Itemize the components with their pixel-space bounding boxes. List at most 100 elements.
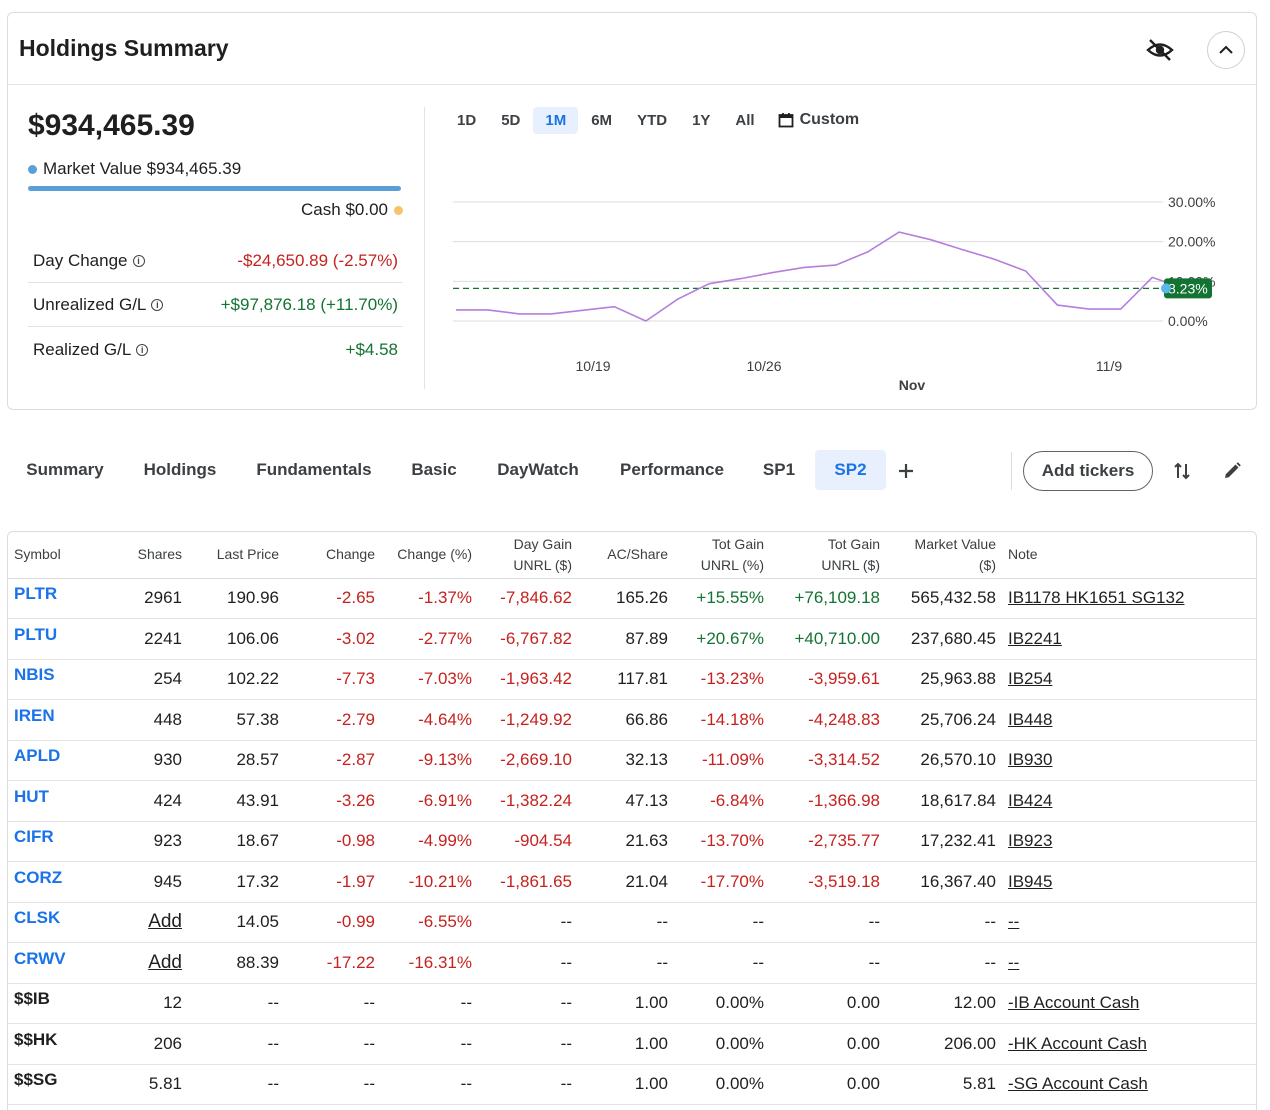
table-row[interactable]: HUT 424 43.91 -3.26 -6.91% -1,382.24 47.13 -6.8… (8, 780, 1256, 822)
column-header[interactable]: Day Gain UNRL ($) (478, 532, 578, 579)
info-icon[interactable]: i (151, 299, 164, 311)
symbol-cell[interactable]: CORZ (8, 861, 106, 903)
range-tab-all[interactable]: All (735, 111, 755, 129)
tab-holdings[interactable]: Holdings (143, 460, 217, 479)
note-cell: IB2241 (1002, 618, 1256, 660)
table-row[interactable]: PLTU 2241 106.06 -3.02 -2.77% -6,767.82 87.89 +… (8, 618, 1256, 660)
note-link[interactable]: -SG Account Cash (1008, 1074, 1148, 1094)
symbol-link[interactable]: $$SG (14, 1070, 58, 1090)
note-link[interactable]: -- (1008, 952, 1020, 972)
change-cell: -- (285, 1023, 381, 1065)
symbol-cell[interactable]: PLTU (8, 618, 106, 660)
column-header[interactable]: Shares (106, 532, 188, 579)
symbol-link[interactable]: CORZ (14, 867, 63, 887)
tab-sp1[interactable]: SP1 (762, 460, 796, 479)
table-row[interactable]: CLSK Add 14.05 -0.99 -6.55% -- -- -- -- -- -- (8, 902, 1256, 943)
symbol-cell[interactable]: CRWV (8, 942, 106, 984)
tab-fundamentals[interactable]: Fundamentals (256, 460, 372, 479)
note-link[interactable]: -IB Account Cash (1008, 993, 1140, 1013)
note-link[interactable]: -HK Account Cash (1008, 1033, 1147, 1053)
change-pct-cell: -- (381, 983, 478, 1024)
edit-button[interactable] (1217, 456, 1247, 486)
column-header[interactable]: Last Price (188, 532, 285, 579)
symbol-link[interactable]: PLTU (14, 624, 58, 644)
range-tab-1y[interactable]: 1Y (692, 111, 711, 129)
add-shares-link[interactable]: Add (148, 951, 182, 973)
table-row[interactable]: $$SG 5.81 -- -- -- -- 1.00 0.00% 0.00 5.81 -SG Acc… (8, 1064, 1256, 1105)
symbol-link[interactable]: CRWV (14, 948, 66, 968)
range-tab-1d[interactable]: 1D (457, 111, 477, 129)
tab-basic[interactable]: Basic (411, 460, 457, 479)
range-tab-5d[interactable]: 5D (501, 111, 521, 129)
symbol-cell[interactable]: PLTR (8, 578, 106, 619)
tab-sp2[interactable]: SP2 (815, 450, 886, 490)
y-tick-label: 20.00% (1168, 234, 1215, 250)
range-tab-6m[interactable]: 6M (591, 111, 613, 129)
column-header[interactable]: Tot Gain UNRL ($) (770, 532, 886, 579)
table-row[interactable]: NBIS 254 102.22 -7.73 -7.03% -1,963.42 117.81-… (8, 659, 1256, 700)
add-tickers-button[interactable]: Add tickers (1023, 451, 1153, 491)
note-link[interactable]: IB923 (1008, 831, 1053, 851)
symbol-link[interactable]: PLTR (14, 584, 58, 604)
tot-usd-cell: 0.00 (770, 1023, 886, 1065)
hide-values-button[interactable] (1142, 35, 1178, 65)
symbol-cell[interactable]: CLSK (8, 902, 106, 943)
symbol-cell[interactable]: $$IB (8, 983, 106, 1024)
note-link[interactable]: IB945 (1008, 871, 1053, 891)
add-tab-button[interactable] (891, 456, 921, 486)
symbol-cell[interactable]: IREN (8, 699, 106, 741)
table-header: Symbol Shares Last Price Change Change (%) Da… (8, 532, 1256, 579)
note-link[interactable]: IB254 (1008, 669, 1053, 689)
table-row[interactable]: IREN 448 57.38 -2.79 -4.64% -1,249.92 66.86 -14… (8, 699, 1256, 741)
add-shares-link[interactable]: Add (148, 911, 182, 933)
column-header[interactable]: AC/Share (578, 532, 674, 579)
range-tab-ytd[interactable]: YTD (637, 111, 668, 129)
note-link[interactable]: IB424 (1008, 790, 1053, 810)
note-link[interactable]: IB1178 HK1651 SG132 (1008, 588, 1185, 608)
symbol-link[interactable]: NBIS (14, 665, 55, 685)
column-header[interactable]: Change (%) (381, 532, 478, 579)
note-link[interactable]: IB930 (1008, 750, 1053, 770)
table-row[interactable]: CORZ 945 17.32 -1.97 -10.21% -1,861.65 21.04 -1… (8, 861, 1256, 903)
day-change-label: Day Change (33, 251, 128, 270)
table-row[interactable]: $$HK 206 -- -- -- -- 1.00 0.00% 0.00 206.00 -HK Ac… (8, 1023, 1256, 1065)
symbol-link[interactable]: IREN (14, 705, 55, 725)
day-gain-cell: -1,249.92 (478, 699, 578, 741)
collapse-button[interactable] (1207, 31, 1245, 69)
range-tab-1m[interactable]: 1M (533, 106, 579, 134)
symbol-cell[interactable]: $$HK (8, 1023, 106, 1065)
change-cell: -2.87 (285, 740, 381, 781)
symbol-link[interactable]: APLD (14, 746, 61, 766)
symbol-cell[interactable]: APLD (8, 740, 106, 781)
tab-performance[interactable]: Performance (620, 460, 724, 479)
table-row[interactable]: $$IB 12 -- -- -- -- 1.00 0.00% 0.00 12.00 -IB Acco… (8, 983, 1256, 1024)
symbol-cell[interactable]: HUT (8, 780, 106, 822)
symbol-link[interactable]: CLSK (14, 908, 61, 928)
table-row[interactable]: CIFR 923 18.67 -0.98 -4.99% -904.54 21.63 -13.7… (8, 821, 1256, 862)
symbol-cell[interactable]: CIFR (8, 821, 106, 862)
symbol-link[interactable]: $$IB (14, 989, 50, 1009)
note-link[interactable]: IB448 (1008, 709, 1053, 729)
column-header[interactable]: Change (285, 532, 381, 579)
symbol-link[interactable]: $$HK (14, 1029, 58, 1049)
info-icon[interactable]: i (132, 255, 145, 267)
table-row[interactable]: PLTR 2961 190.96 -2.65 -1.37% -7,846.62 165.26… (8, 578, 1256, 619)
table-row[interactable]: APLD 930 28.57 -2.87 -9.13% -2,669.10 32.13 -11… (8, 740, 1256, 781)
tab-summary[interactable]: Summary (26, 460, 104, 479)
tab-daywatch[interactable]: DayWatch (497, 460, 579, 479)
symbol-link[interactable]: HUT (14, 786, 49, 806)
column-header[interactable]: Market Value ($) (886, 532, 1002, 579)
info-icon[interactable]: i (136, 343, 149, 356)
symbol-cell[interactable]: NBIS (8, 659, 106, 700)
symbol-cell[interactable]: $$SG (8, 1064, 106, 1105)
range-custom-button[interactable]: Custom (768, 106, 870, 134)
symbol-link[interactable]: CIFR (14, 827, 54, 847)
column-header[interactable]: Note (1002, 532, 1256, 579)
column-header[interactable]: Tot Gain UNRL (%) (674, 532, 770, 579)
note-link[interactable]: IB2241 (1008, 628, 1062, 648)
column-header[interactable]: Symbol (8, 532, 106, 579)
sort-button[interactable] (1167, 456, 1197, 486)
change-cell: -7.73 (285, 659, 381, 700)
note-link[interactable]: -- (1008, 912, 1020, 932)
table-row[interactable]: CRWV Add 88.39 -17.22 -16.31% -- -- -- -- -- -- (8, 942, 1256, 984)
